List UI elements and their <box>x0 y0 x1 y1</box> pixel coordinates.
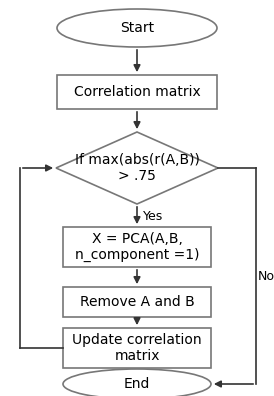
Text: If max(abs(r(A,B))
> .75: If max(abs(r(A,B)) > .75 <box>75 153 199 183</box>
Text: End: End <box>124 377 150 391</box>
Text: Remove A and B: Remove A and B <box>80 295 194 309</box>
Text: Update correlation
matrix: Update correlation matrix <box>72 333 202 363</box>
Text: X = PCA(A,B,
n_component =1): X = PCA(A,B, n_component =1) <box>75 232 199 262</box>
Text: No: No <box>258 270 274 282</box>
Text: Correlation matrix: Correlation matrix <box>74 85 200 99</box>
Bar <box>63 328 211 368</box>
Bar <box>57 75 217 109</box>
Polygon shape <box>56 132 218 204</box>
Text: Yes: Yes <box>143 210 163 223</box>
Text: Start: Start <box>120 21 154 35</box>
Bar <box>63 287 211 317</box>
Bar <box>63 227 211 267</box>
